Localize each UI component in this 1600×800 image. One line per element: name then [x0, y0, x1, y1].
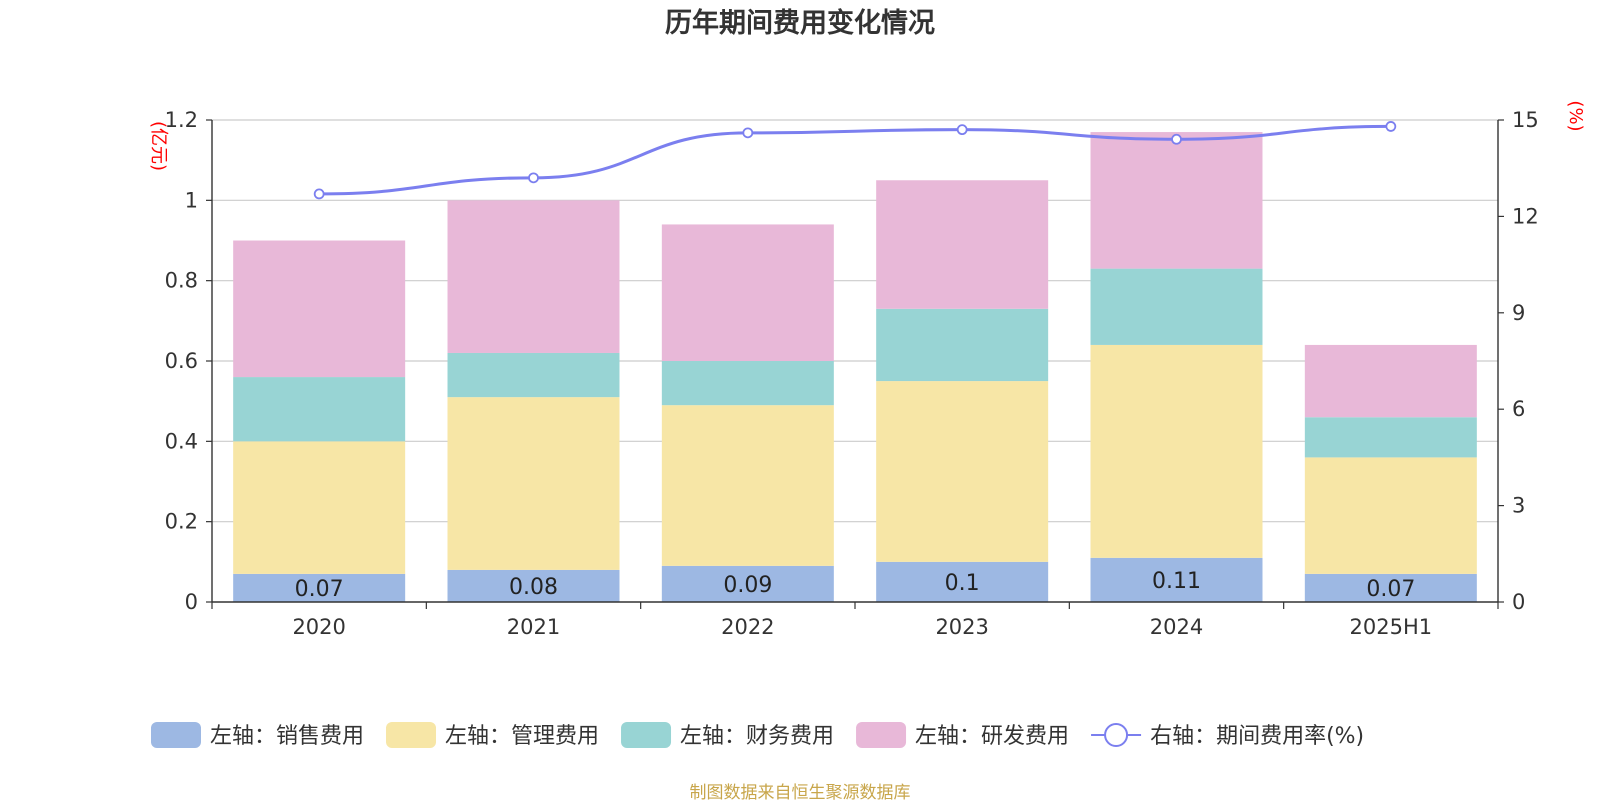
left-tick-label: 0.8 — [165, 269, 198, 293]
left-tick-label: 1 — [185, 188, 198, 212]
rate-line-point — [528, 172, 539, 184]
bar-segment — [1304, 457, 1477, 574]
bar-segment — [447, 200, 620, 353]
rate-line-point — [742, 127, 754, 139]
bar-segment — [1090, 557, 1263, 602]
legend-label: 左轴：研发费用 — [915, 724, 1069, 749]
data-labels: 0.07 0.08 0.09 0.1 0.11 0.07 — [295, 569, 1416, 602]
bar-segment — [1090, 268, 1263, 345]
x-tick-label: 2024 — [1150, 615, 1203, 639]
x-tick-label: 2021 — [507, 615, 560, 639]
bar-segment — [876, 180, 1049, 309]
legend-swatch — [151, 722, 201, 748]
rate-line-point — [313, 188, 325, 200]
axes: 0 0.2 0.4 0.6 0.8 1 1.2 0 3 6 9 12 15 2020 2021 2022 202… — [165, 108, 1539, 639]
bar-segment — [447, 352, 620, 398]
rate-line-point — [956, 124, 968, 136]
bar-value-label: 0.11 — [1152, 569, 1201, 594]
legend-label: 左轴：财务费用 — [680, 724, 834, 749]
bar-segment — [661, 405, 834, 566]
bar-segment — [661, 361, 834, 406]
right-tick-label: 15 — [1512, 108, 1539, 132]
bar-segment — [1304, 573, 1477, 602]
legend-swatch — [621, 722, 672, 748]
x-tick-label: 2020 — [292, 615, 345, 639]
bar-segment — [233, 573, 406, 602]
bar-segment — [876, 561, 1049, 602]
legend: 左轴：销售费用 左轴：管理费用 左轴：财务费用 左轴：研发费用 右轴：期间费用率(%) — [151, 722, 1364, 749]
bar-segment — [876, 381, 1049, 562]
bar-value-label: 0.07 — [295, 577, 344, 602]
bar-value-label: 0.07 — [1366, 577, 1415, 602]
right-tick-label: 12 — [1512, 204, 1539, 228]
gridlines — [212, 119, 1498, 523]
right-axis-unit: (%) — [1565, 100, 1586, 131]
bar-value-label: 0.09 — [723, 573, 772, 598]
bar-segment — [447, 397, 620, 570]
bar-segment — [1304, 344, 1477, 418]
bar-segment — [233, 377, 406, 442]
bar-segment — [1090, 132, 1263, 269]
bar-segment — [876, 308, 1049, 382]
legend-label: 左轴：管理费用 — [445, 724, 599, 749]
right-tick-label: 3 — [1512, 494, 1525, 518]
rate-line-point — [1385, 121, 1397, 132]
rate-line — [313, 121, 1397, 200]
bar-segment — [1304, 417, 1477, 458]
bar-segment — [1090, 344, 1263, 558]
legend-swatch — [856, 722, 907, 748]
left-tick-label: 0.4 — [165, 429, 198, 453]
bar-segment — [233, 441, 406, 574]
bar-segment — [233, 240, 406, 378]
bar-segment — [661, 565, 834, 602]
left-axis-unit: (亿元) — [148, 121, 169, 171]
x-tick-label: 2023 — [935, 615, 988, 639]
left-tick-label: 0.2 — [165, 510, 198, 534]
legend-label: 右轴：期间费用率(%) — [1150, 724, 1364, 749]
left-tick-label: 1.2 — [165, 108, 198, 132]
right-tick-label: 6 — [1512, 397, 1525, 421]
legend-marker — [1104, 723, 1129, 747]
right-tick-label: 0 — [1512, 590, 1525, 614]
bar-value-label: 0.1 — [945, 571, 980, 596]
source-note: 制图数据来自恒生聚源数据库 — [690, 783, 911, 800]
bar-segment — [661, 224, 834, 361]
chart-title: 历年期间费用变化情况 — [665, 7, 935, 39]
rate-line-point — [1171, 133, 1182, 145]
x-tick-label: 2022 — [721, 615, 774, 639]
bar-value-label: 0.08 — [509, 575, 558, 600]
right-tick-label: 9 — [1512, 301, 1525, 325]
left-tick-label: 0.6 — [165, 349, 198, 373]
left-tick-label: 0 — [185, 590, 198, 614]
legend-label: 左轴：销售费用 — [210, 724, 364, 749]
x-tick-label: 2025H1 — [1350, 615, 1433, 639]
legend-swatch — [386, 722, 437, 748]
bars — [233, 132, 1477, 602]
bar-segment — [447, 569, 620, 602]
rate-line-path — [319, 124, 1391, 196]
